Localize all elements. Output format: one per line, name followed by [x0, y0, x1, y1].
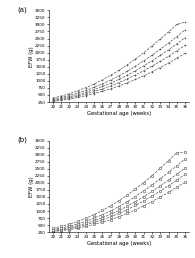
X-axis label: Gestational age (weeks): Gestational age (weeks)	[87, 111, 151, 116]
Text: (a): (a)	[18, 7, 28, 13]
Text: (b): (b)	[18, 137, 28, 143]
X-axis label: Gestational age (weeks): Gestational age (weeks)	[87, 241, 151, 246]
Y-axis label: EFW (g): EFW (g)	[29, 46, 34, 67]
Y-axis label: EFW (g): EFW (g)	[29, 176, 34, 197]
